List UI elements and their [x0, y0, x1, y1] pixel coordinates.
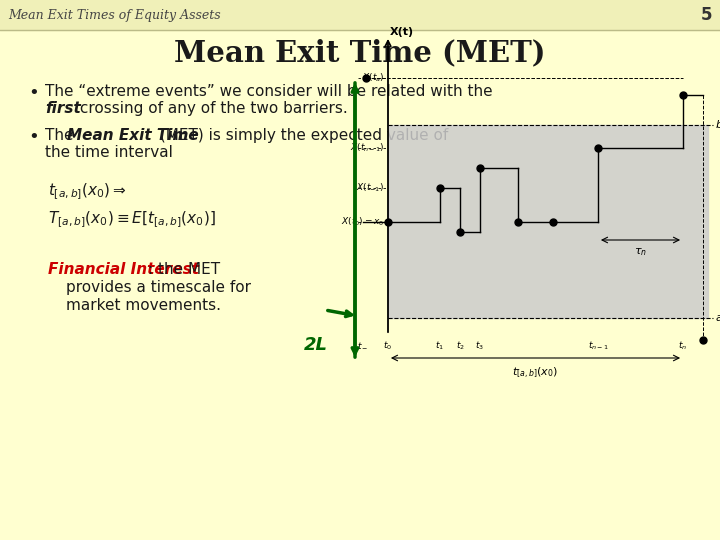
Text: (MET) is simply the expected value of: (MET) is simply the expected value of [155, 128, 449, 143]
Text: •: • [28, 84, 39, 102]
Text: $X(t_{-1})$: $X(t_{-1})$ [356, 182, 384, 194]
Text: : the MET: : the MET [148, 262, 220, 277]
Text: a: a [716, 313, 720, 323]
Text: X(t): X(t) [390, 27, 414, 37]
Text: $t_0$: $t_0$ [384, 340, 392, 353]
Text: b: b [716, 120, 720, 130]
Text: $t_1$: $t_1$ [436, 340, 444, 353]
Text: $X(t_0){=}x_0$: $X(t_0){=}x_0$ [341, 216, 384, 228]
Text: 5: 5 [701, 6, 712, 24]
Text: $X(t_{n-1})$: $X(t_{n-1})$ [350, 141, 384, 154]
Text: provides a timescale for: provides a timescale for [66, 280, 251, 295]
Text: $t_{[a,b]}(x_0) \Rightarrow$: $t_{[a,b]}(x_0) \Rightarrow$ [48, 182, 127, 202]
Text: $X(t_a)$: $X(t_a)$ [361, 72, 384, 84]
Text: the time interval: the time interval [45, 145, 173, 160]
Text: $T_{[a,b]}(x_0) \equiv E\left[t_{[a,b]}(x_0)\right]$: $T_{[a,b]}(x_0) \equiv E\left[t_{[a,b]}(… [48, 210, 216, 230]
Bar [388, 125, 708, 318]
Text: Financial Interest: Financial Interest [48, 262, 199, 277]
Text: Mean Exit Times of Equity Assets: Mean Exit Times of Equity Assets [8, 9, 220, 22]
Text: first: first [45, 101, 81, 116]
Text: $t_{[a,b]}(x_0)$: $t_{[a,b]}(x_0)$ [513, 366, 559, 380]
Text: $t_-$: $t_-$ [357, 340, 369, 350]
Text: $\tau_n$: $\tau_n$ [634, 246, 647, 258]
Text: $t_3$: $t_3$ [475, 340, 485, 353]
Text: The: The [45, 128, 78, 143]
Text: crossing of any of the two barriers.: crossing of any of the two barriers. [75, 101, 348, 116]
Text: $t_n$: $t_n$ [678, 340, 688, 353]
Text: Mean Exit Time (MET): Mean Exit Time (MET) [174, 38, 546, 68]
Text: The “extreme events” we consider will be related with the: The “extreme events” we consider will be… [45, 84, 492, 99]
Text: $t_{n-1}$: $t_{n-1}$ [588, 340, 608, 353]
Bar [0, 0, 720, 30]
Text: Mean Exit Time: Mean Exit Time [67, 128, 199, 143]
Text: 2L: 2L [304, 336, 328, 354]
Text: $t_2$: $t_2$ [456, 340, 464, 353]
Text: market movements.: market movements. [66, 298, 221, 313]
Text: •: • [28, 128, 39, 146]
